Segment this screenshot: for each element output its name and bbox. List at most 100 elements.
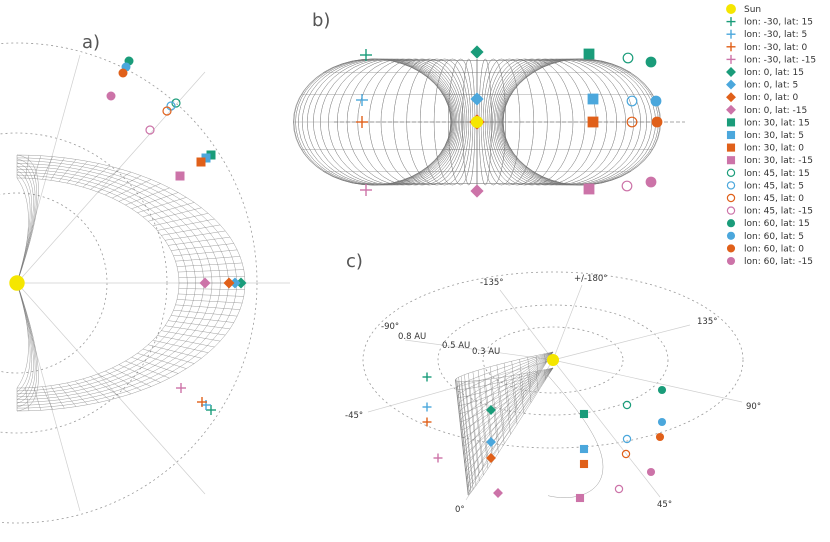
panel-a-label: a): [82, 32, 100, 53]
panel-a-top-view: [0, 42, 290, 524]
marker-dot-20: [645, 176, 657, 188]
marker-ring-16: [621, 180, 633, 192]
marker-square-9: [206, 150, 216, 160]
polar-label-180: +/-180°: [574, 274, 608, 284]
marker-dot-19: [726, 244, 736, 253]
panel-c-label: c): [346, 251, 363, 272]
marker-diamond-7: [486, 453, 496, 463]
polar-label-135: 135°: [697, 317, 717, 327]
panel-c-ring-03au: [482, 326, 624, 394]
marker-dot-17: [645, 56, 657, 68]
panel-c-spoke-135: [552, 324, 691, 361]
marker-ring-13: [171, 98, 181, 108]
marker-dot-17: [726, 219, 736, 228]
radius-label-08au: 0.8 AU: [398, 332, 426, 342]
legend-entry: Sun: [726, 4, 761, 15]
legend-entry: lon: 60, lat: 0: [726, 244, 804, 254]
legend-label: lon: 0, lat: 15: [744, 68, 804, 78]
marker-ring-14: [626, 95, 638, 107]
marker-diamond-8: [199, 277, 211, 289]
legend-label: lon: 45, lat: 0: [744, 194, 804, 204]
marker-diamond-5: [235, 277, 247, 289]
marker-diamond-8: [726, 104, 736, 115]
marker-dot-19: [118, 68, 128, 78]
marker-square-10: [587, 93, 599, 105]
marker-sun-0: [546, 353, 560, 367]
marker-diamond-7: [223, 277, 235, 289]
marker-ring-13: [622, 400, 632, 410]
marker-dot-19: [655, 432, 665, 442]
legend-entry: lon: -30, lat: 0: [726, 42, 807, 53]
legend-label: lon: -30, lat: -15: [744, 55, 816, 65]
marker-diamond-5: [726, 67, 736, 77]
panel-a-axis-down2: [16, 282, 81, 512]
legend-label: lon: -30, lat: 15: [744, 18, 813, 28]
legend-entry: lon: 0, lat: 15: [726, 67, 804, 78]
marker-ring-16: [726, 206, 736, 215]
legend-entry: lon: -30, lat: -15: [726, 54, 816, 65]
polar-label-minus-45: -45°: [345, 411, 363, 421]
panel-c-spoke--45: [367, 359, 554, 413]
marker-dot-20: [726, 256, 736, 266]
panel-c-spoke--135: [499, 289, 554, 361]
legend-entry: lon: 60, lat: -15: [726, 256, 813, 267]
marker-plus-3: [197, 397, 207, 407]
legend-label: lon: 0, lat: -15: [744, 106, 807, 116]
polar-label-minus-90: -90°: [381, 322, 399, 332]
panel-b-side-view: [293, 45, 685, 198]
marker-ring-15: [626, 116, 638, 128]
panel-a-axis-up: [16, 71, 206, 284]
marker-diamond-7: [726, 92, 736, 103]
marker-square-11: [196, 157, 206, 167]
legend-entry: lon: 45, lat: -15: [726, 206, 813, 217]
marker-ring-13: [726, 168, 736, 177]
legend-entry: lon: 60, lat: 15: [726, 219, 810, 229]
panel-a-axis-down: [16, 282, 206, 495]
marker-plus-3: [356, 116, 368, 128]
marker-square-12: [726, 156, 736, 165]
legend: Sun lon: -30, lat: 15 lon: -30, lat: 5 lon:…: [726, 4, 816, 267]
marker-dot-18: [657, 417, 667, 427]
marker-ring-15: [726, 193, 736, 203]
marker-square-11: [587, 116, 599, 128]
legend-label: lon: -30, lat: 5: [744, 30, 807, 40]
marker-square-12: [575, 493, 585, 503]
marker-square-12: [583, 183, 595, 195]
marker-ring-13: [622, 52, 634, 64]
marker-plus-3: [422, 417, 432, 427]
panel-c-polar-labels: -135° +/-180° 135° -90° 90° -45° 45° 0° …: [345, 274, 761, 515]
marker-plus-2: [422, 402, 432, 412]
marker-square-11: [726, 143, 736, 152]
marker-diamond-5: [470, 45, 484, 59]
legend-label: lon: 30, lat: 15: [744, 118, 810, 128]
marker-diamond-5: [486, 405, 496, 415]
legend-entry: lon: 45, lat: 5: [726, 181, 804, 191]
marker-dot-17: [657, 385, 667, 395]
legend-label: lon: 0, lat: 5: [744, 81, 798, 91]
polar-label-0: 0°: [455, 505, 465, 515]
legend-label: lon: 60, lat: -15: [744, 257, 813, 267]
panel-c-ring-05au: [437, 304, 669, 416]
legend-label: lon: 60, lat: 0: [744, 244, 804, 254]
panel-a-axis-up2: [16, 54, 81, 284]
marker-ring-15: [621, 449, 631, 459]
polar-label-90: 90°: [746, 402, 761, 412]
legend-label: Sun: [744, 5, 761, 15]
marker-dot-18: [650, 95, 662, 107]
legend-entry: lon: 45, lat: 15: [726, 168, 810, 179]
marker-ring-16: [145, 125, 155, 135]
marker-diamond-6: [726, 79, 736, 90]
marker-diamond-8: [470, 184, 484, 198]
marker-square-10: [201, 153, 211, 163]
legend-label: lon: 30, lat: -15: [744, 156, 813, 166]
marker-plus-1: [422, 372, 432, 382]
marker-plus-4: [176, 383, 186, 393]
panel-c-ring-08au: [362, 271, 744, 449]
marker-plus-4: [726, 54, 736, 64]
marker-sun-0: [470, 115, 484, 129]
legend-entry: lon: 30, lat: 0: [726, 143, 804, 154]
panel-c-spoke-90: [552, 359, 743, 403]
marker-square-12: [175, 171, 185, 181]
legend-label: lon: 60, lat: 15: [744, 219, 810, 229]
